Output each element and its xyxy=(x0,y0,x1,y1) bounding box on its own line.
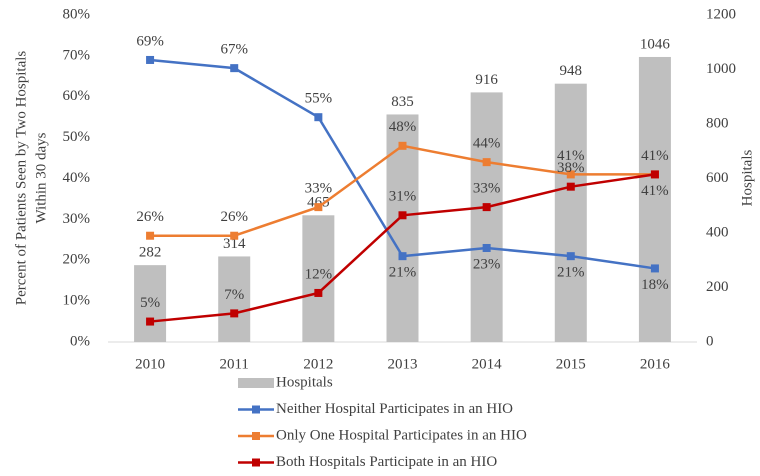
data-label: 44% xyxy=(473,136,501,152)
y-tick-label: 80% xyxy=(63,6,91,22)
marker xyxy=(650,264,659,273)
legend-swatch xyxy=(252,405,260,414)
y2-tick-label: 800 xyxy=(706,115,729,131)
bar-label: 465 xyxy=(307,195,330,211)
legend-label: Neither Hospital Participates in an HIO xyxy=(276,401,513,417)
data-label: 7% xyxy=(224,287,244,303)
legend-label: Both Hospitals Participate in an HIO xyxy=(276,454,497,470)
legend-swatch xyxy=(252,458,260,467)
y-tick-label: 0% xyxy=(70,333,90,349)
bar xyxy=(554,83,587,343)
marker xyxy=(314,203,323,212)
bar xyxy=(638,56,671,343)
data-label: 38% xyxy=(557,160,585,176)
x-tick-label: 2010 xyxy=(135,356,165,372)
marker xyxy=(482,203,491,212)
y-tick-label: 20% xyxy=(63,252,91,268)
legend-label: Only One Hospital Participates in an HIO xyxy=(276,427,527,443)
bar-label: 916 xyxy=(475,72,498,88)
y-tick-label: 60% xyxy=(63,88,91,104)
data-label: 21% xyxy=(557,265,585,281)
marker xyxy=(482,158,491,167)
y2-tick-label: 400 xyxy=(706,224,729,240)
data-label: 41% xyxy=(557,148,585,164)
y2-tick-label: 1200 xyxy=(706,6,736,22)
x-tick-label: 2012 xyxy=(303,356,333,372)
y-tick-label: 50% xyxy=(63,129,91,145)
data-label: 33% xyxy=(305,181,333,197)
data-label: 21% xyxy=(389,265,417,281)
y2-tick-label: 1000 xyxy=(706,61,736,77)
data-label: 26% xyxy=(220,209,248,225)
marker xyxy=(566,170,575,179)
legend-label: Hospitals xyxy=(276,374,333,390)
marker xyxy=(314,288,323,297)
data-label: 31% xyxy=(389,189,417,205)
marker xyxy=(230,231,239,240)
y-tick-label: 70% xyxy=(63,47,91,63)
y-axis-title: Within 30 days xyxy=(33,132,49,223)
data-label: 55% xyxy=(305,91,333,107)
data-label: 12% xyxy=(305,266,333,282)
data-label: 5% xyxy=(140,295,160,311)
data-label: 23% xyxy=(473,256,501,272)
bar xyxy=(470,92,503,342)
marker xyxy=(146,55,155,64)
bar xyxy=(218,256,251,342)
data-label: 41% xyxy=(641,183,669,199)
x-tick-label: 2016 xyxy=(640,356,671,372)
bar-label: 314 xyxy=(223,236,246,252)
marker xyxy=(566,182,575,191)
x-tick-label: 2011 xyxy=(219,356,248,372)
marker xyxy=(146,317,155,326)
bar-label: 1046 xyxy=(640,36,671,52)
marker xyxy=(482,243,491,252)
marker xyxy=(230,309,239,318)
marker xyxy=(398,252,407,261)
marker xyxy=(230,64,239,73)
marker xyxy=(398,211,407,220)
bar xyxy=(302,215,335,342)
x-tick-label: 2015 xyxy=(556,356,586,372)
bar-label: 835 xyxy=(391,94,414,110)
x-tick-label: 2014 xyxy=(472,356,503,372)
bar xyxy=(134,265,167,342)
y2-axis-title: Hospitals xyxy=(739,150,755,207)
legend-swatch xyxy=(252,432,260,440)
data-label: 18% xyxy=(641,277,669,293)
y-tick-label: 10% xyxy=(63,293,91,309)
legend-swatch xyxy=(238,378,274,388)
y2-tick-label: 0 xyxy=(706,333,714,349)
data-label: 33% xyxy=(473,181,501,197)
y-axis-title: Percent of Patients Seen by Two Hospital… xyxy=(13,51,29,306)
y2-tick-label: 600 xyxy=(706,170,729,186)
y2-tick-label: 200 xyxy=(706,279,729,295)
data-label: 69% xyxy=(136,33,164,49)
data-label: 67% xyxy=(220,42,248,58)
data-label: 41% xyxy=(641,148,669,164)
marker xyxy=(398,141,407,150)
marker xyxy=(566,252,575,261)
y-tick-label: 30% xyxy=(63,211,91,227)
bar-label: 948 xyxy=(560,63,583,79)
marker xyxy=(650,170,659,179)
x-tick-label: 2013 xyxy=(388,356,418,372)
data-label: 48% xyxy=(389,119,417,135)
marker xyxy=(314,113,323,122)
data-label: 26% xyxy=(136,209,164,225)
y-tick-label: 40% xyxy=(63,170,91,186)
marker xyxy=(146,231,155,240)
bar-label: 282 xyxy=(139,245,162,261)
